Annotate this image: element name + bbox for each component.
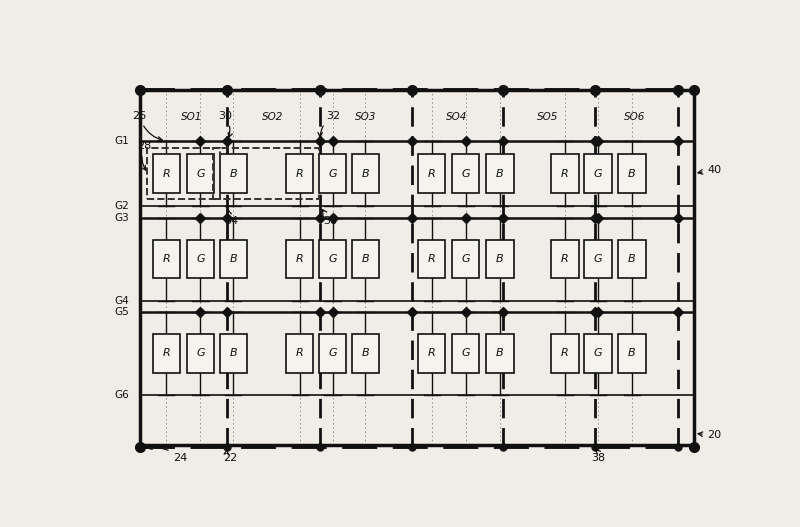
Text: 38: 38	[590, 450, 605, 463]
Bar	[140, 90, 694, 445]
Bar	[551, 154, 578, 193]
Bar	[452, 154, 479, 193]
Text: R: R	[428, 348, 435, 358]
Text: 40: 40	[698, 164, 722, 174]
Text: R: R	[296, 254, 303, 264]
Bar	[452, 334, 479, 373]
Text: R: R	[296, 348, 303, 358]
Text: G6: G6	[114, 390, 129, 400]
Text: B: B	[362, 169, 369, 179]
Text: G: G	[594, 348, 602, 358]
Text: G: G	[196, 169, 205, 179]
Text: R: R	[162, 254, 170, 264]
Text: SO2: SO2	[262, 112, 283, 122]
Text: SO4: SO4	[446, 112, 467, 122]
Bar	[618, 334, 646, 373]
Text: G3: G3	[114, 213, 129, 223]
Text: B: B	[496, 169, 504, 179]
Text: G: G	[594, 254, 602, 264]
Bar	[153, 334, 180, 373]
Text: B: B	[230, 348, 237, 358]
Bar	[452, 240, 479, 278]
Bar	[153, 154, 180, 193]
Text: 26: 26	[132, 111, 162, 141]
Text: R: R	[162, 169, 170, 179]
Bar	[319, 240, 346, 278]
Text: B: B	[230, 254, 237, 264]
Text: SO1: SO1	[181, 112, 202, 122]
Bar	[220, 154, 247, 193]
Bar	[286, 240, 314, 278]
Bar	[418, 240, 446, 278]
Bar	[187, 334, 214, 373]
Bar	[319, 154, 346, 193]
Text: SO5: SO5	[537, 112, 558, 122]
Text: R: R	[428, 254, 435, 264]
Text: SO6: SO6	[624, 112, 645, 122]
Bar	[618, 240, 646, 278]
Text: 28: 28	[138, 141, 151, 170]
Bar	[486, 334, 514, 373]
Text: B: B	[628, 254, 636, 264]
Bar	[352, 154, 379, 193]
Text: G5: G5	[114, 307, 129, 317]
Text: R: R	[428, 169, 435, 179]
Bar	[153, 240, 180, 278]
Text: B: B	[362, 348, 369, 358]
Bar	[418, 334, 446, 373]
Text: B: B	[230, 169, 237, 179]
Text: B: B	[496, 348, 504, 358]
Text: R: R	[162, 348, 170, 358]
Bar	[352, 334, 379, 373]
Text: G1: G1	[114, 136, 129, 146]
Bar	[352, 240, 379, 278]
Text: B: B	[362, 254, 369, 264]
Bar	[584, 154, 611, 193]
Bar	[618, 154, 646, 193]
Text: G: G	[462, 169, 470, 179]
Text: R: R	[561, 348, 569, 358]
Text: B: B	[496, 254, 504, 264]
Bar	[220, 240, 247, 278]
Text: G: G	[462, 254, 470, 264]
Bar	[220, 334, 247, 373]
Text: G: G	[328, 254, 337, 264]
Text: SO3: SO3	[354, 112, 376, 122]
Bar	[146, 148, 220, 199]
Text: 22: 22	[223, 450, 238, 463]
Text: 36: 36	[322, 210, 338, 226]
Text: G4: G4	[114, 296, 129, 306]
Text: 30: 30	[218, 111, 232, 138]
Bar	[551, 334, 578, 373]
Text: 34: 34	[224, 210, 238, 226]
Text: G: G	[328, 348, 337, 358]
Text: B: B	[628, 169, 636, 179]
Text: 32: 32	[318, 111, 341, 137]
Bar	[486, 154, 514, 193]
Text: R: R	[561, 254, 569, 264]
Text: B: B	[628, 348, 636, 358]
Bar	[584, 334, 611, 373]
Text: G: G	[196, 348, 205, 358]
Text: G: G	[196, 254, 205, 264]
Text: G: G	[594, 169, 602, 179]
Text: G: G	[328, 169, 337, 179]
Bar	[486, 240, 514, 278]
Bar	[214, 148, 319, 199]
Text: 24: 24	[147, 445, 188, 463]
Text: G2: G2	[114, 201, 129, 211]
Bar	[286, 334, 314, 373]
Bar	[584, 240, 611, 278]
Text: G: G	[462, 348, 470, 358]
Bar	[418, 154, 446, 193]
Text: R: R	[296, 169, 303, 179]
Bar	[286, 154, 314, 193]
Bar	[187, 240, 214, 278]
Bar	[319, 334, 346, 373]
Bar	[187, 154, 214, 193]
Bar	[551, 240, 578, 278]
Text: R: R	[561, 169, 569, 179]
Text: 20: 20	[698, 431, 722, 441]
